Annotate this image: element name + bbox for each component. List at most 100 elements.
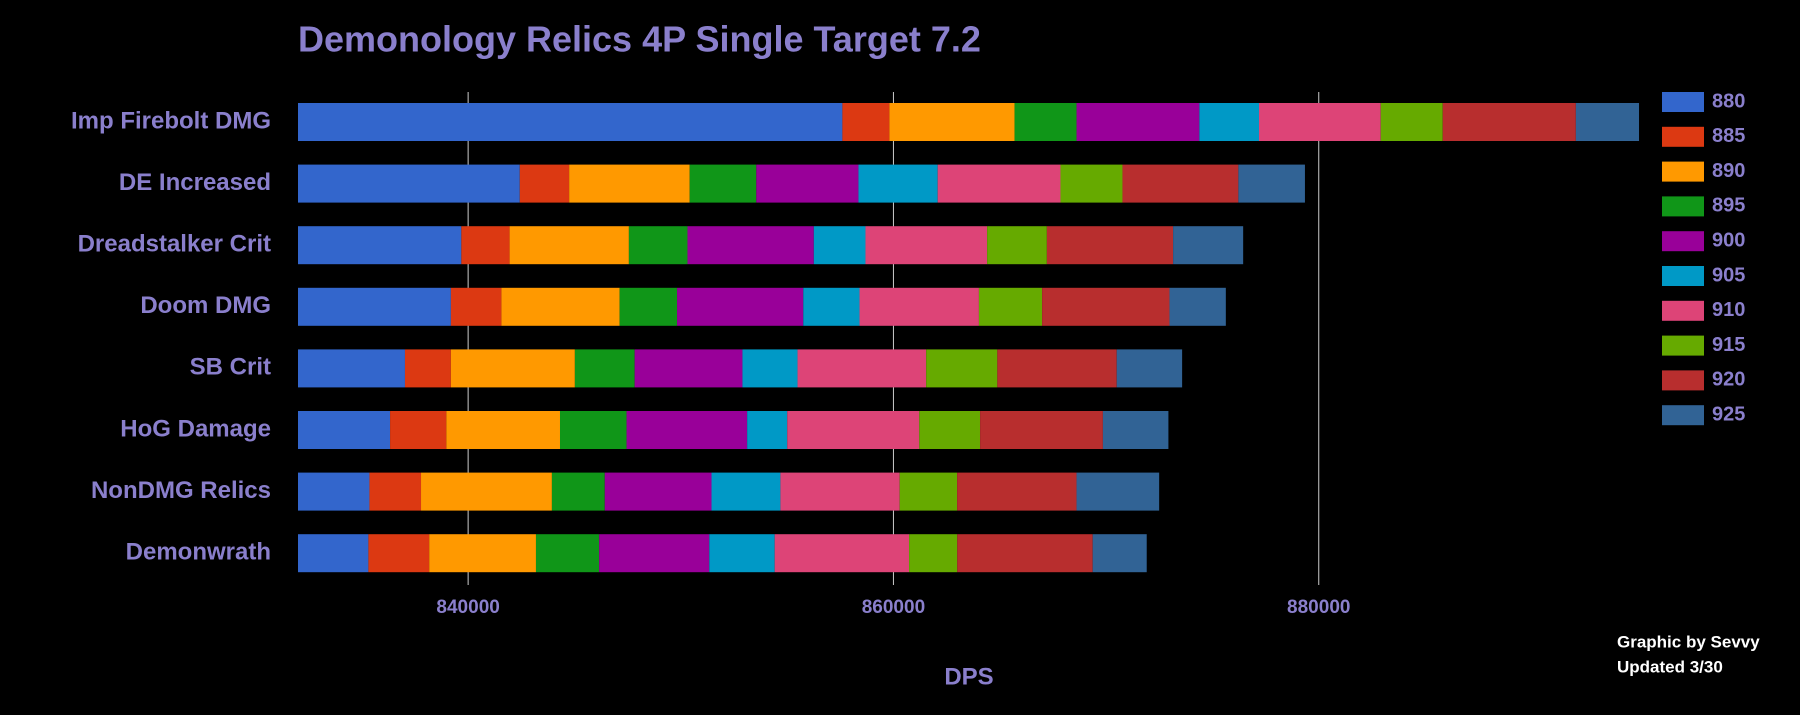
bar-segment: [429, 534, 536, 573]
bar-segment: [780, 472, 900, 511]
bar-segment: [298, 103, 843, 141]
legend-label: 880: [1712, 90, 1745, 112]
legend-label: 920: [1712, 369, 1745, 391]
bar-segment: [842, 103, 890, 141]
legend-label: 885: [1712, 125, 1745, 147]
bar-segment: [926, 349, 998, 388]
x-tick-label: 880000: [1287, 597, 1350, 618]
annotation: Updated 3/30: [1617, 657, 1723, 676]
bar-segment: [628, 226, 688, 265]
bar-segment: [574, 349, 635, 388]
bar-segment: [711, 472, 781, 511]
bar-segment: [404, 349, 451, 388]
bar-segment: [509, 226, 629, 265]
y-tick-label: Demonwrath: [126, 539, 271, 566]
bar-segment: [1380, 103, 1443, 141]
legend-label: 910: [1712, 299, 1745, 321]
bar-segment: [858, 164, 938, 203]
legend-label: 915: [1712, 334, 1745, 356]
legend-label: 925: [1712, 403, 1745, 425]
bar-segment: [604, 472, 712, 511]
bar-segment: [803, 287, 860, 326]
bar-segment: [957, 472, 1077, 511]
bar-segment: [450, 349, 575, 388]
bar-segment: [1238, 164, 1305, 203]
bar-segment: [1575, 103, 1640, 141]
bar-segment: [709, 534, 775, 573]
bar-segment: [634, 349, 743, 388]
bar-segment: [535, 534, 600, 573]
bar-segment: [919, 411, 981, 449]
bar-segment: [298, 349, 405, 388]
bar-segment: [1259, 103, 1381, 141]
bar-segment: [756, 164, 859, 203]
bar-segment: [298, 226, 462, 265]
bar-segment: [774, 534, 910, 573]
bar-segment: [1169, 287, 1226, 326]
bar-segment: [797, 349, 927, 388]
y-tick-label: SB Crit: [190, 354, 271, 381]
legend-swatch: [1662, 196, 1704, 217]
bar-segment: [980, 411, 1103, 449]
bar-segment: [689, 164, 757, 203]
bar-segment: [859, 287, 979, 326]
bar-segment: [626, 411, 748, 449]
y-tick-label: Imp Firebolt DMG: [71, 107, 271, 134]
bar-segment: [997, 349, 1117, 388]
chart-title: Demonology Relics 4P Single Target 7.2: [298, 19, 981, 60]
x-axis-label: DPS: [944, 663, 993, 690]
legend-label: 890: [1712, 160, 1745, 182]
bar-segment: [559, 411, 627, 449]
legend-swatch: [1662, 335, 1704, 356]
bar-segment: [747, 411, 788, 449]
bar-segment: [987, 226, 1047, 265]
bar-segment: [1092, 534, 1147, 573]
bar-segment: [298, 534, 369, 573]
bar-segment: [501, 287, 620, 326]
bar-segment: [1046, 226, 1174, 265]
bar-segment: [687, 226, 814, 265]
x-tick-label: 860000: [862, 597, 925, 618]
bar-segment: [899, 472, 958, 511]
bar-segment: [787, 411, 920, 449]
bar-segment: [1076, 472, 1160, 511]
legend-swatch: [1662, 231, 1704, 252]
bar-segment: [446, 411, 560, 449]
bar-segment: [569, 164, 690, 203]
bar-segment: [1173, 226, 1244, 265]
legend-swatch: [1662, 92, 1704, 112]
bar-segment: [865, 226, 988, 265]
bar-segment: [599, 534, 710, 573]
legend-swatch: [1662, 300, 1704, 321]
legend-swatch: [1662, 370, 1704, 391]
bar-segment: [450, 287, 502, 326]
legend-label: 895: [1712, 195, 1745, 217]
legend-swatch: [1662, 266, 1704, 286]
bar-segment: [519, 164, 570, 203]
bar-segment: [1076, 103, 1200, 141]
legend-label: 900: [1712, 229, 1745, 251]
bar-segment: [742, 349, 798, 388]
y-tick-label: Dreadstalker Crit: [78, 231, 271, 258]
bar-segment: [298, 411, 391, 449]
bar-segment: [619, 287, 678, 326]
x-tick-label: 840000: [436, 597, 499, 618]
bar-segment: [1060, 164, 1123, 203]
annotation: Graphic by Sevvy: [1617, 632, 1760, 651]
bar-segment: [1442, 103, 1576, 141]
y-tick-label: HoG Damage: [120, 415, 271, 442]
bar-segment: [1199, 103, 1260, 141]
y-tick-label: Doom DMG: [140, 292, 271, 319]
bar-segment: [1116, 349, 1183, 388]
bar-segment: [298, 472, 370, 511]
bar-segment: [390, 411, 447, 449]
bar-segment: [298, 287, 451, 326]
bar-segment: [1102, 411, 1169, 449]
bar-segment: [368, 534, 430, 573]
bar-segment: [1122, 164, 1239, 203]
bar-segment: [677, 287, 804, 326]
y-tick-label: NonDMG Relics: [91, 477, 271, 504]
legend-swatch: [1662, 161, 1704, 182]
bar-segment: [889, 103, 1015, 141]
